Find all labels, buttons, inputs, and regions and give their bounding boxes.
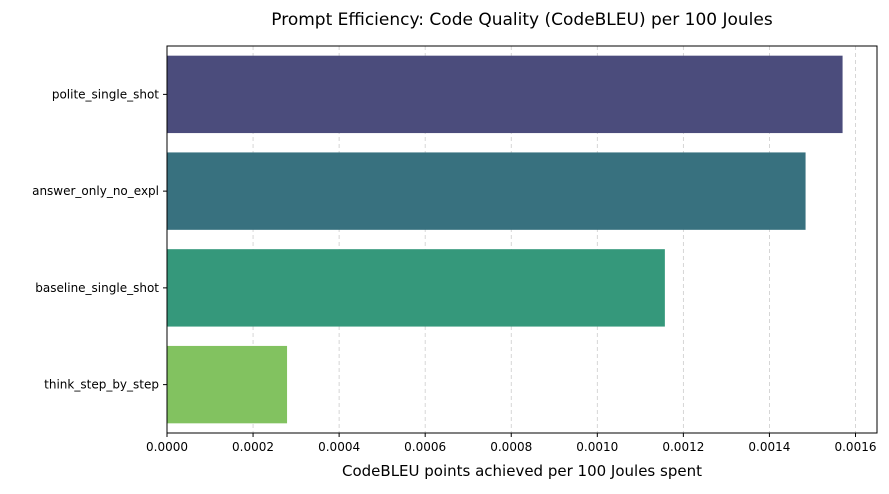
x-tick-label: 0.0012: [662, 440, 704, 454]
bar-think_step_by_step: [167, 345, 288, 424]
y-axis-ticks: polite_single_shot answer_only_no_explbas…: [32, 87, 167, 392]
bar-polite_single_shot: [167, 55, 843, 134]
x-tick-label: 0.0014: [748, 440, 790, 454]
x-tick-label: 0.0008: [490, 440, 532, 454]
bar-baseline_single_shot: [167, 249, 665, 327]
bar-answer_only_no_expl: [167, 152, 806, 230]
x-tick-label: 0.0016: [834, 440, 876, 454]
x-tick-label: 0.0006: [404, 440, 446, 454]
y-tick-label: baseline_single_shot: [35, 281, 159, 295]
bars: [167, 55, 843, 424]
x-axis-label: CodeBLEU points achieved per 100 Joules …: [342, 462, 702, 480]
y-tick-label: think_step_by_step: [44, 378, 159, 392]
x-tick-label: 0.0002: [232, 440, 274, 454]
y-tick-label: polite_single_shot: [52, 87, 159, 101]
x-tick-label: 0.0000: [146, 440, 188, 454]
x-axis-ticks: 0.0000 0.0002 0.0004 0.0006 0.0008 0.0010 0.00…: [146, 433, 876, 454]
x-tick-label: 0.0010: [576, 440, 618, 454]
plot-frame: [166, 45, 878, 434]
chart-title: Prompt Efficiency: Code Quality (CodeBLE…: [271, 10, 773, 30]
x-tick-label: 0.0004: [318, 440, 360, 454]
y-tick-label: answer_only_no_expl: [32, 184, 159, 198]
